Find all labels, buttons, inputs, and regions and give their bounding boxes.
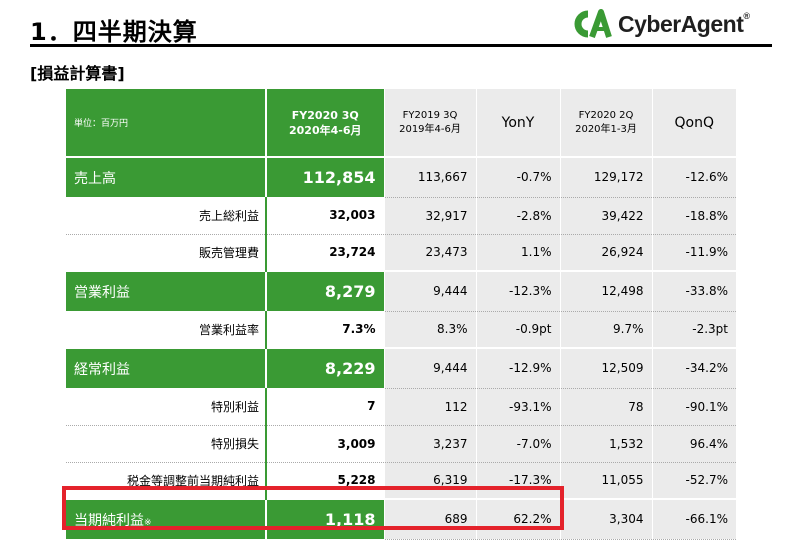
- value-cell: 112,854: [265, 156, 384, 197]
- value-cell: -66.1%: [651, 498, 736, 540]
- value-cell: 3,237: [383, 425, 476, 463]
- value-cell: 689: [383, 498, 476, 540]
- value-cell: 11,055: [559, 462, 652, 499]
- value-cell: 129,172: [559, 156, 652, 198]
- value-cell: -18.8%: [651, 197, 736, 235]
- value-cell: 1,532: [559, 425, 652, 463]
- value-cell: -34.2%: [651, 347, 736, 389]
- value-cell: 113,667: [383, 156, 476, 198]
- value-cell: -12.3%: [475, 270, 560, 312]
- value-cell: -0.7%: [475, 156, 560, 198]
- column-header-months: 2019年4-6月: [399, 123, 461, 135]
- row-label: 特別損失: [66, 425, 266, 463]
- row-label: 営業利益率: [66, 311, 266, 348]
- row-label: 営業利益: [66, 270, 266, 311]
- row-label-text: 当期純利益: [74, 512, 144, 529]
- value-cell: -52.7%: [651, 462, 736, 499]
- table-row: 営業利益 8,279 9,444 -12.3% 12,498 -33.8%: [66, 270, 736, 312]
- value-cell: 12,498: [559, 270, 652, 312]
- value-cell: -11.9%: [651, 234, 736, 271]
- value-cell: 23,724: [265, 234, 384, 271]
- table-row: 経常利益 8,229 9,444 -12.9% 12,509 -34.2%: [66, 347, 736, 389]
- column-header-period: FY2019 3Q: [402, 109, 458, 121]
- cyberagent-logo-icon: [574, 9, 612, 39]
- value-cell: -33.8%: [651, 270, 736, 312]
- value-cell: 26,924: [559, 234, 652, 271]
- value-cell: 7: [265, 388, 384, 426]
- value-cell: 3,304: [559, 498, 652, 540]
- table-row: 特別利益 7 112 -93.1% 78 -90.1%: [66, 388, 736, 426]
- value-cell: 9,444: [383, 347, 476, 389]
- column-header: YonY: [475, 89, 560, 157]
- column-header-months: 2020年4-6月: [289, 123, 362, 137]
- row-label: 税金等調整前当期純利益: [66, 462, 266, 499]
- table-row: 税金等調整前当期純利益 5,228 6,319 -17.3% 11,055 -5…: [66, 462, 736, 499]
- column-header: FY2020 3Q 2020年4-6月: [265, 89, 384, 157]
- table-header-row: 単位：百万円 FY2020 3Q 2020年4-6月 FY2019 3Q 2019年…: [66, 89, 736, 157]
- value-cell: 32,003: [265, 197, 384, 235]
- column-header: FY2019 3Q 2019年4-6月: [383, 89, 476, 157]
- value-cell: 32,917: [383, 197, 476, 235]
- value-cell: -12.9%: [475, 347, 560, 389]
- value-cell: -0.9pt: [475, 311, 560, 348]
- column-header: QonQ: [651, 89, 736, 157]
- value-cell: 1,118: [265, 498, 384, 539]
- table-row: 売上総利益 32,003 32,917 -2.8% 39,422 -18.8%: [66, 197, 736, 235]
- row-label: 販売管理費: [66, 234, 266, 271]
- row-label: 当期純利益※: [66, 498, 266, 539]
- title-divider: [30, 44, 772, 47]
- value-cell: 7.3%: [265, 311, 384, 348]
- value-cell: 39,422: [559, 197, 652, 235]
- value-cell: -2.8%: [475, 197, 560, 235]
- value-cell: -90.1%: [651, 388, 736, 426]
- value-cell: 8,279: [265, 270, 384, 311]
- income-statement-table: 単位：百万円 FY2020 3Q 2020年4-6月 FY2019 3Q 2019年…: [66, 89, 736, 540]
- row-label: 売上総利益: [66, 197, 266, 235]
- column-header: FY2020 2Q 2020年1-3月: [559, 89, 652, 157]
- value-cell: 12,509: [559, 347, 652, 389]
- value-cell: 9.7%: [559, 311, 652, 348]
- logo-wordmark-text: CyberAgent: [618, 10, 744, 37]
- page-title: 1．四半期決算: [30, 18, 198, 46]
- column-header-months: 2020年1-3月: [575, 123, 637, 135]
- column-header-period: FY2020 2Q: [578, 109, 634, 121]
- value-cell: -7.0%: [475, 425, 560, 463]
- value-cell: 1.1%: [475, 234, 560, 271]
- table-row: 営業利益率 7.3% 8.3% -0.9pt 9.7% -2.3pt: [66, 311, 736, 348]
- value-cell: 9,444: [383, 270, 476, 312]
- value-cell: -12.6%: [651, 156, 736, 198]
- value-cell: 3,009: [265, 425, 384, 463]
- table-row: 特別損失 3,009 3,237 -7.0% 1,532 96.4%: [66, 425, 736, 463]
- table-row: 販売管理費 23,724 23,473 1.1% 26,924 -11.9%: [66, 234, 736, 271]
- value-cell: 62.2%: [475, 498, 560, 540]
- value-cell: -17.3%: [475, 462, 560, 499]
- footnote-mark: ※: [144, 517, 152, 528]
- value-cell: 8,229: [265, 347, 384, 388]
- value-cell: -93.1%: [475, 388, 560, 426]
- value-cell: 6,319: [383, 462, 476, 499]
- row-label: 特別利益: [66, 388, 266, 426]
- cyberagent-logo: CyberAgent®: [568, 8, 750, 40]
- registered-mark: ®: [743, 10, 750, 21]
- logo-wordmark: CyberAgent®: [618, 11, 750, 38]
- section-heading: [損益計算書]: [30, 64, 125, 83]
- unit-label: 単位：百万円: [66, 89, 266, 157]
- table-row: 売上高 112,854 113,667 -0.7% 129,172 -12.6%: [66, 156, 736, 198]
- value-cell: 96.4%: [651, 425, 736, 463]
- value-cell: -2.3pt: [651, 311, 736, 348]
- value-cell: 112: [383, 388, 476, 426]
- value-cell: 5,228: [265, 462, 384, 499]
- value-cell: 8.3%: [383, 311, 476, 348]
- table-row-net-income: 当期純利益※ 1,118 689 62.2% 3,304 -66.1%: [66, 498, 736, 540]
- column-header-period: FY2020 3Q: [291, 108, 359, 122]
- value-cell: 78: [559, 388, 652, 426]
- row-label: 経常利益: [66, 347, 266, 388]
- row-label: 売上高: [66, 156, 266, 197]
- value-cell: 23,473: [383, 234, 476, 271]
